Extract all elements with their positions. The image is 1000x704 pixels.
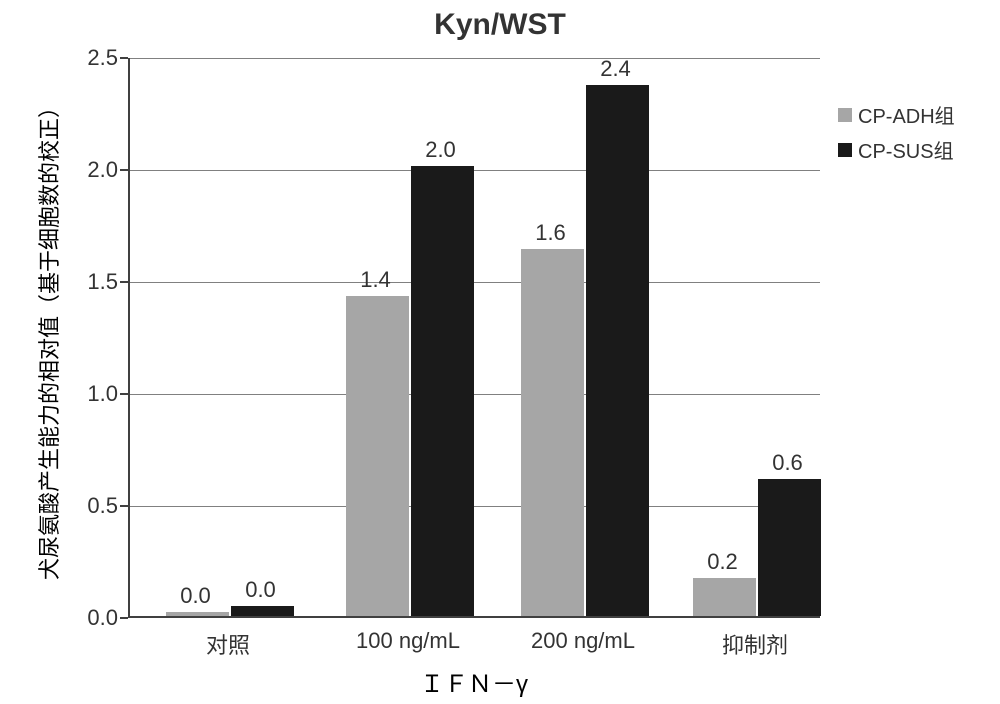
legend-item: CP-SUS组 bbox=[838, 135, 955, 164]
legend-swatch bbox=[838, 143, 852, 157]
grid-line bbox=[130, 170, 820, 171]
plot-area bbox=[128, 58, 820, 618]
x-category-label: 抑制剂 bbox=[722, 628, 788, 660]
y-tick-mark bbox=[120, 169, 128, 171]
legend-item: CP-ADH组 bbox=[838, 100, 955, 129]
x-category-label: 200 ng/mL bbox=[531, 628, 635, 654]
y-tick-label: 1.0 bbox=[87, 381, 118, 407]
y-tick-label: 0.0 bbox=[87, 605, 118, 631]
x-axis-title: ＩＦＮ－γ bbox=[420, 664, 528, 699]
bar-value-label: 1.6 bbox=[535, 220, 566, 246]
y-tick-label: 2.0 bbox=[87, 157, 118, 183]
grid-line bbox=[130, 282, 820, 283]
bar bbox=[586, 85, 649, 616]
bar-value-label: 2.0 bbox=[425, 137, 456, 163]
legend: CP-ADH组 CP-SUS组 bbox=[838, 100, 955, 170]
y-tick-label: 2.5 bbox=[87, 45, 118, 71]
x-category-label: 对照 bbox=[206, 628, 250, 660]
y-tick-label: 0.5 bbox=[87, 493, 118, 519]
kyn-wst-chart: Kyn/WST 犬尿氨酸产生能力的相对值（基于细胞数的校正） ＩＦＮ－γ CP-… bbox=[0, 0, 1000, 704]
legend-label: CP-ADH组 bbox=[858, 100, 955, 129]
bar-value-label: 2.4 bbox=[600, 56, 631, 82]
y-tick-label: 1.5 bbox=[87, 269, 118, 295]
bar-value-label: 0.0 bbox=[245, 577, 276, 603]
legend-label: CP-SUS组 bbox=[858, 135, 954, 164]
bar-value-label: 0.2 bbox=[707, 549, 738, 575]
bar bbox=[231, 606, 294, 616]
y-tick-mark bbox=[120, 281, 128, 283]
y-tick-mark bbox=[120, 393, 128, 395]
grid-line bbox=[130, 506, 820, 507]
legend-swatch bbox=[838, 108, 852, 122]
y-axis-title: 犬尿氨酸产生能力的相对值（基于细胞数的校正） bbox=[32, 96, 64, 580]
bar bbox=[411, 166, 474, 616]
grid-line bbox=[130, 58, 820, 59]
bar bbox=[521, 249, 584, 616]
bar-value-label: 1.4 bbox=[360, 267, 391, 293]
bar bbox=[758, 479, 821, 616]
bar bbox=[346, 296, 409, 616]
bar-value-label: 0.6 bbox=[772, 450, 803, 476]
bar bbox=[693, 578, 756, 616]
y-tick-mark bbox=[120, 617, 128, 619]
grid-line bbox=[130, 394, 820, 395]
x-category-label: 100 ng/mL bbox=[356, 628, 460, 654]
y-tick-mark bbox=[120, 57, 128, 59]
chart-title: Kyn/WST bbox=[0, 8, 1000, 42]
y-tick-mark bbox=[120, 505, 128, 507]
bar bbox=[166, 612, 229, 616]
bar-value-label: 0.0 bbox=[180, 583, 211, 609]
